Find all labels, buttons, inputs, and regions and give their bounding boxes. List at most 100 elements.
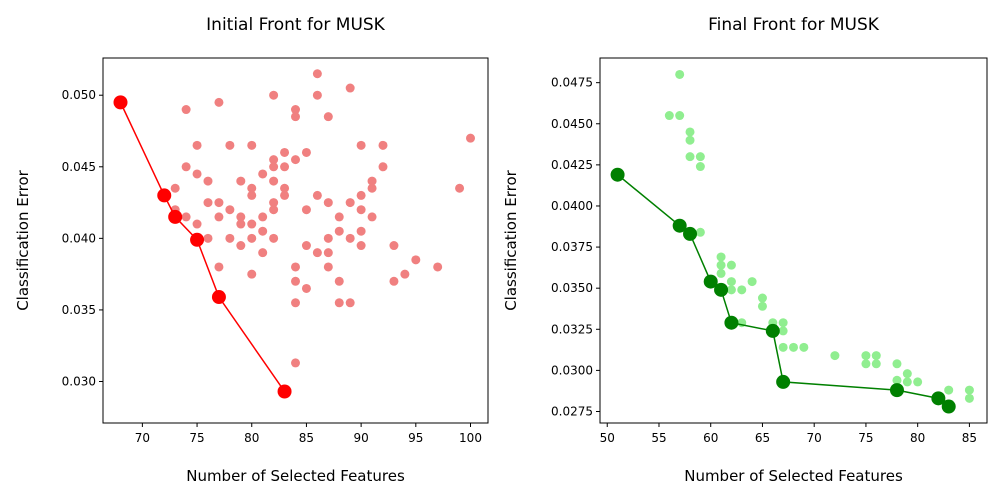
population-point xyxy=(236,176,246,186)
population-point xyxy=(356,140,366,150)
population-point xyxy=(312,90,322,100)
x-tick-label: 85 xyxy=(962,431,977,445)
y-tick-label: 0.0325 xyxy=(551,322,593,336)
population-point xyxy=(356,241,366,251)
population-point xyxy=(225,205,235,215)
front-line xyxy=(119,102,286,392)
population-point xyxy=(913,377,923,387)
y-tick-label: 0.045 xyxy=(62,160,96,174)
population-point xyxy=(181,105,191,115)
population-point xyxy=(269,90,279,100)
population-point xyxy=(334,276,344,286)
population-point xyxy=(695,152,705,162)
x-tick-label: 80 xyxy=(910,431,925,445)
population-point xyxy=(323,112,333,122)
population-point xyxy=(675,69,685,79)
x-tick-label: 90 xyxy=(353,431,368,445)
population-point xyxy=(778,318,788,328)
population-point xyxy=(871,351,881,361)
population-point xyxy=(685,152,695,162)
x-tick-label: 55 xyxy=(651,431,666,445)
population-point xyxy=(236,241,246,251)
population-point xyxy=(225,233,235,243)
population-point xyxy=(455,183,465,193)
population-point xyxy=(695,162,705,172)
population-point xyxy=(203,176,213,186)
front-point xyxy=(724,315,739,330)
population-point xyxy=(225,140,235,150)
population-point xyxy=(214,262,224,272)
population-point xyxy=(757,293,767,303)
population-point xyxy=(247,269,257,279)
population-point xyxy=(716,268,726,278)
population-point xyxy=(757,301,767,311)
population-point xyxy=(247,233,257,243)
population-point xyxy=(695,227,705,237)
front-point xyxy=(703,274,718,289)
population-point xyxy=(269,233,279,243)
population-point xyxy=(192,169,202,179)
population-point xyxy=(301,283,311,293)
population-point xyxy=(291,298,300,308)
population-point xyxy=(685,127,695,137)
population-point xyxy=(312,248,322,258)
population-point xyxy=(747,277,757,287)
front-point xyxy=(113,95,128,110)
x-tick-label: 65 xyxy=(755,431,770,445)
population-point xyxy=(345,198,355,208)
y-axis-label: Classification Error xyxy=(502,169,520,310)
population-point xyxy=(269,155,279,165)
population-point xyxy=(345,233,355,243)
front-point xyxy=(610,167,625,182)
axes-frame xyxy=(599,57,988,424)
population-point xyxy=(280,183,290,193)
front-point xyxy=(168,209,183,224)
population-point xyxy=(433,262,443,272)
population-point xyxy=(192,219,202,229)
x-tick-label: 50 xyxy=(600,431,615,445)
population-point xyxy=(236,212,246,222)
y-tick-label: 0.050 xyxy=(62,88,96,102)
population-point xyxy=(389,241,399,251)
population-point xyxy=(181,212,191,222)
population-point xyxy=(737,285,747,295)
population-point xyxy=(247,183,257,193)
population-point xyxy=(778,342,788,352)
population-point xyxy=(291,155,300,165)
population-point xyxy=(685,135,695,145)
x-axis-label: Number of Selected Features xyxy=(684,467,903,485)
population-point xyxy=(367,183,377,193)
population-point xyxy=(902,377,912,387)
front-point xyxy=(765,323,780,338)
population-point xyxy=(367,212,377,222)
population-point xyxy=(214,198,224,208)
population-point xyxy=(944,385,954,395)
population-point xyxy=(247,219,257,229)
population-point xyxy=(356,190,366,200)
population-point xyxy=(356,226,366,236)
population-point xyxy=(301,147,311,157)
x-tick-label: 80 xyxy=(244,431,259,445)
population-point xyxy=(301,205,311,215)
front-point xyxy=(683,226,698,241)
population-point xyxy=(861,359,871,369)
population-point xyxy=(726,277,736,287)
x-tick-label: 70 xyxy=(135,431,150,445)
chart-title: Initial Front for MUSK xyxy=(206,15,386,35)
population-point xyxy=(181,162,191,172)
axes-frame xyxy=(102,57,489,424)
y-tick-label: 0.0350 xyxy=(551,281,593,295)
front-point xyxy=(889,383,904,398)
population-point xyxy=(334,226,344,236)
population-point xyxy=(312,69,322,79)
y-tick-label: 0.035 xyxy=(62,303,96,317)
population-point xyxy=(323,198,333,208)
population-point xyxy=(269,198,279,208)
population-point xyxy=(334,298,344,308)
population-point xyxy=(170,183,180,193)
front-point xyxy=(277,384,292,399)
population-point xyxy=(716,260,726,270)
population-point xyxy=(203,198,213,208)
front-point xyxy=(714,282,729,297)
x-axis-label: Number of Selected Features xyxy=(186,467,405,485)
